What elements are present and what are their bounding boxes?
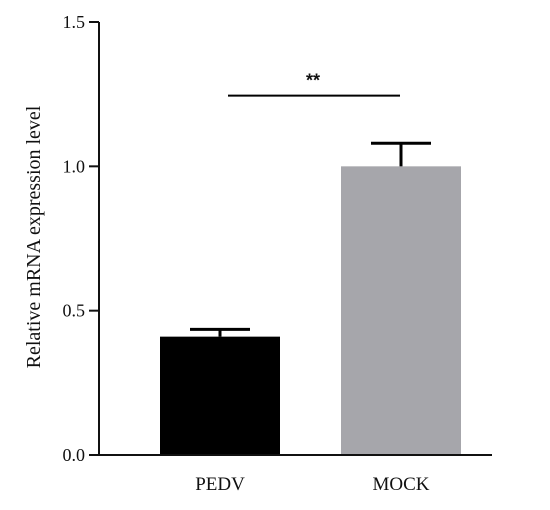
- y-tick-label: 1.5: [63, 12, 86, 32]
- significance-annotation: **: [228, 71, 400, 97]
- y-tick-label: 1.0: [63, 156, 86, 176]
- y-axis-ticks: 0.0 0.5 1.0 1.5: [63, 12, 99, 465]
- bar-mock: [341, 166, 461, 456]
- significance-label: **: [306, 71, 320, 91]
- x-axis-labels: PEDV MOCK: [195, 474, 430, 495]
- y-tick-label: 0.0: [63, 445, 86, 465]
- x-category-label: MOCK: [372, 474, 429, 495]
- y-tick-label: 0.5: [63, 301, 86, 321]
- y-axis-title: Relative mRNA expression level: [23, 105, 45, 368]
- x-category-label: PEDV: [195, 474, 245, 495]
- bar-pedv: [160, 336, 280, 455]
- bars: [160, 141, 461, 456]
